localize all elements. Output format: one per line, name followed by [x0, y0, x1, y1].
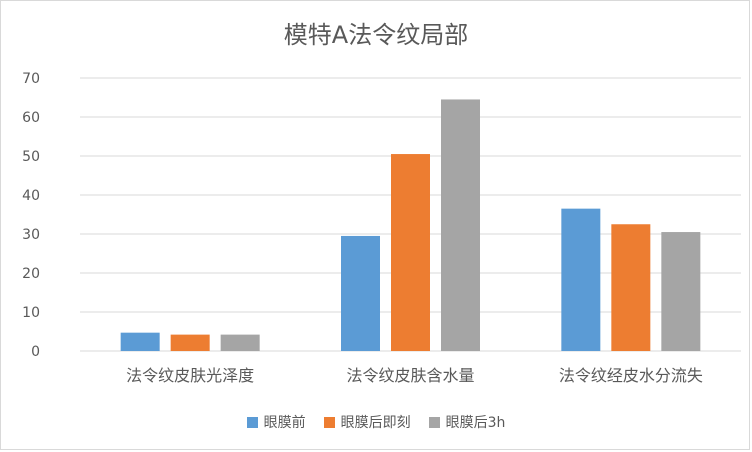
y-tick-label: 70	[22, 71, 40, 87]
bar	[341, 235, 380, 351]
bar	[220, 334, 260, 351]
bar	[611, 224, 651, 351]
legend: 眼膜前 眼膜后即刻 眼膜后3h	[1, 412, 751, 432]
x-tick-label: 法令纹经皮水分流失	[559, 366, 703, 385]
x-tick-label: 法令纹皮肤含水量	[346, 366, 474, 385]
bar	[661, 232, 701, 351]
legend-label: 眼膜后即刻	[340, 415, 411, 431]
bar	[120, 332, 160, 351]
legend-swatch	[323, 416, 335, 428]
y-tick-label: 20	[22, 266, 40, 282]
legend-label: 眼膜后3h	[445, 415, 506, 431]
legend-item: 眼膜前	[246, 412, 306, 432]
y-tick-label: 50	[22, 149, 40, 165]
legend-item: 眼膜后3h	[428, 412, 506, 432]
bar	[391, 154, 430, 351]
bar	[170, 334, 210, 351]
legend-swatch	[246, 416, 258, 428]
y-tick-label: 30	[22, 227, 40, 243]
x-tick-label: 法令纹皮肤光泽度	[126, 366, 254, 385]
y-tick-label: 40	[22, 188, 40, 204]
y-tick-label: 0	[31, 344, 40, 360]
chart-title: 模特A法令纹局部	[283, 21, 469, 49]
legend-label: 眼膜前	[263, 415, 306, 431]
legend-item: 眼膜后即刻	[323, 412, 411, 432]
y-tick-label: 10	[22, 305, 40, 321]
legend-swatch	[428, 416, 440, 428]
bar	[441, 99, 480, 351]
y-tick-label: 60	[22, 110, 40, 126]
bar	[561, 208, 601, 351]
